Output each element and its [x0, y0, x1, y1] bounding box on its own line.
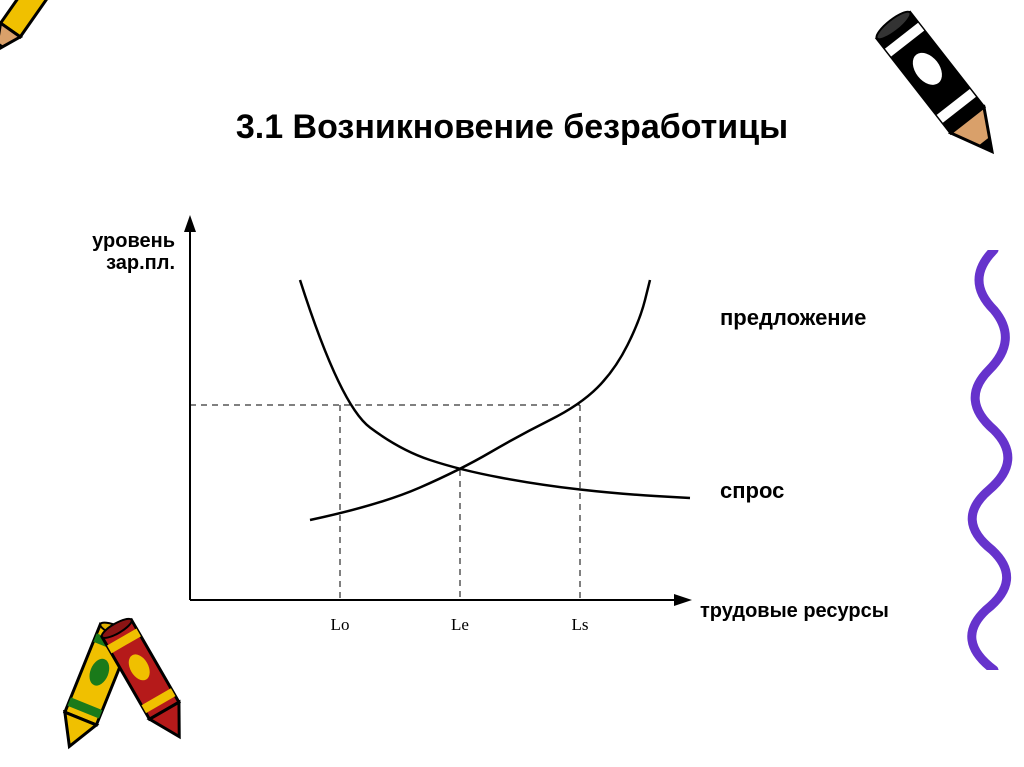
supply-curve	[310, 280, 650, 520]
crayon-top-right-icon	[864, 0, 1024, 190]
crayons-bottom-left-icon	[20, 600, 220, 767]
squiggle-decoration	[954, 250, 1024, 670]
y-axis-arrow	[184, 215, 196, 232]
x-axis-arrow	[674, 594, 692, 606]
demand-curve	[300, 280, 690, 498]
pencil-top-left-icon	[0, 0, 90, 90]
